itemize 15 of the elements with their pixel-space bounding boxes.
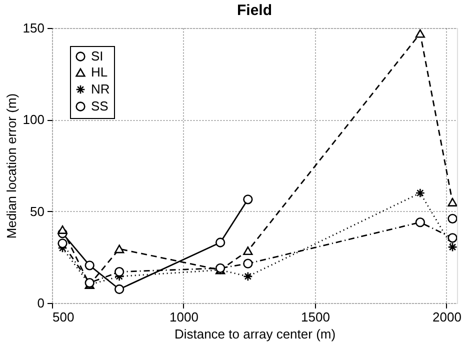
- y-tick-label: 50: [30, 204, 44, 219]
- x-tick-label: 2000: [432, 310, 462, 324]
- x-axis-title: Distance to array center (m): [174, 326, 336, 342]
- legend-label: SI: [91, 48, 104, 64]
- x-tick-label: 1500: [301, 310, 330, 324]
- legend-label: HL: [91, 64, 108, 80]
- y-axis-title: Median location error (m): [4, 93, 19, 239]
- y-tick-label: 0: [37, 296, 44, 310]
- chart-title: Field: [236, 2, 272, 19]
- legend-label: SS: [91, 98, 109, 114]
- y-tick-label: 100: [22, 112, 44, 128]
- x-tick-label: 500: [52, 310, 74, 324]
- legend-label: NR: [91, 82, 110, 96]
- x-tick-label: 1000: [170, 310, 198, 324]
- y-tick-label: 150: [22, 20, 44, 36]
